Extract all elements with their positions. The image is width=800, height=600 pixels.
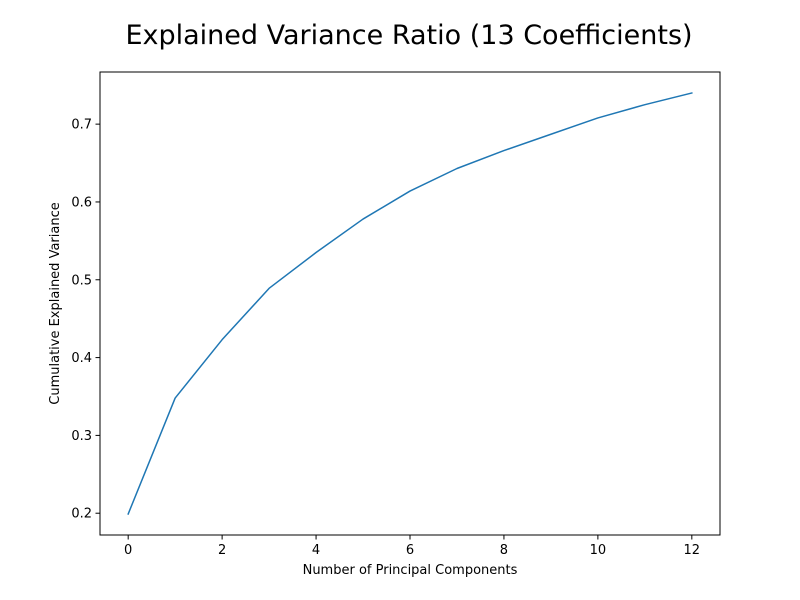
y-tick-label: 0.5	[71, 273, 92, 288]
x-tick-label: 8	[500, 543, 508, 558]
x-tick-label: 12	[684, 543, 701, 558]
y-tick-label: 0.4	[71, 351, 92, 366]
y-tick-label: 0.2	[71, 507, 92, 522]
y-tick-label: 0.6	[71, 195, 92, 210]
x-tick-label: 4	[312, 543, 320, 558]
x-tick-label: 0	[124, 543, 132, 558]
y-tick-label: 0.3	[71, 429, 92, 444]
x-axis: 0 2 4 6 8 10 12	[124, 535, 700, 558]
plot-area-frame	[99, 71, 721, 536]
x-tick-label: 10	[590, 543, 607, 558]
x-axis-label: Number of Principal Components	[303, 563, 518, 578]
series-line-0	[127, 92, 693, 515]
y-tick-label: 0.7	[71, 118, 92, 133]
y-axis: 0.2 0.3 0.4 0.5 0.6 0.7	[71, 118, 100, 522]
chart-title: Explained Variance Ratio (13 Coefficient…	[125, 20, 692, 51]
series-layer	[127, 92, 693, 515]
x-tick-label: 6	[406, 543, 414, 558]
x-tick-label: 2	[218, 543, 226, 558]
y-axis-label: Cumulative Explained Variance	[48, 202, 63, 404]
